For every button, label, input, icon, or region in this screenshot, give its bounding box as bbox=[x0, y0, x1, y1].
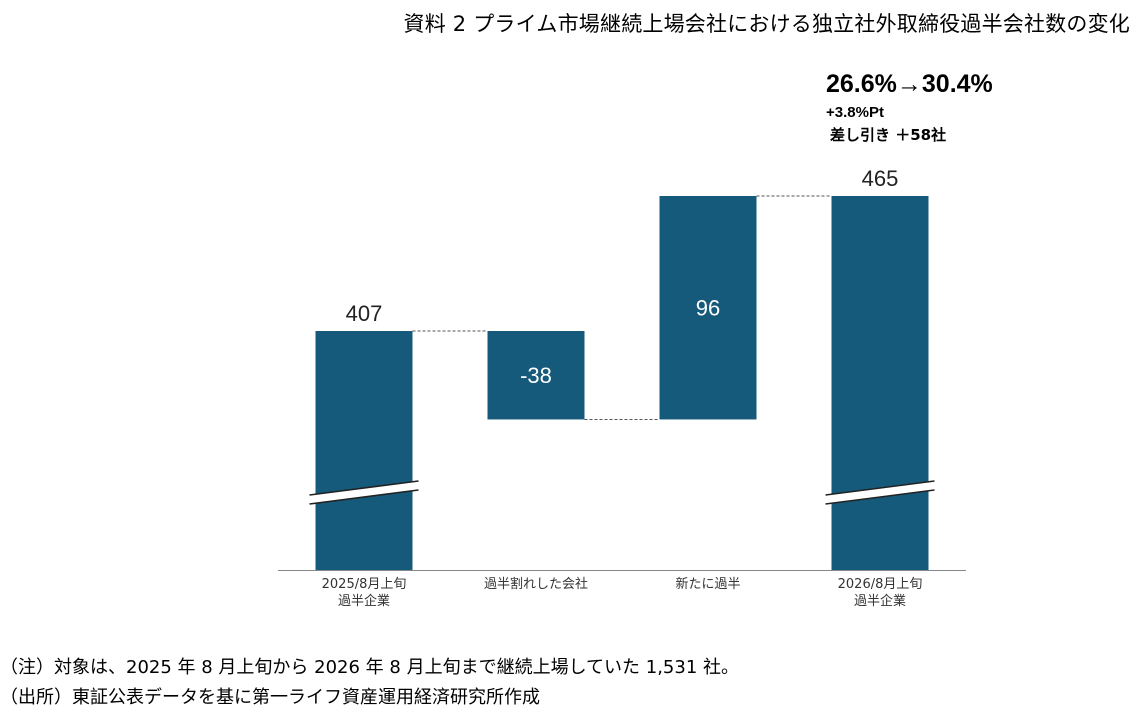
axis-break-gap bbox=[309, 481, 419, 504]
category-label: 2025/8月上旬 bbox=[322, 577, 407, 592]
data-label-3: 96 bbox=[696, 296, 720, 321]
category-label: 過半割れした会社 bbox=[484, 576, 588, 592]
axis-break-line bbox=[309, 489, 419, 505]
data-label-1: 407 bbox=[346, 301, 383, 326]
delta-annotation: +3.8%Pt bbox=[826, 104, 884, 121]
data-label-4: 465 bbox=[862, 166, 899, 191]
chart-title: 資料 2 プライム市場継続上場会社における独立社外取締役過半会社数の変化 bbox=[403, 12, 1130, 36]
axis-break-gap bbox=[825, 481, 935, 504]
axis-break-line bbox=[309, 480, 419, 496]
category-label: 新たに過半 bbox=[675, 576, 740, 592]
source-note: （出所）東証公表データを基に第一ライフ資産運用経済研究所作成 bbox=[0, 687, 540, 708]
bar-4 bbox=[831, 196, 929, 570]
ratio-annotation: 26.6%→30.4% bbox=[826, 70, 993, 98]
category-label: 過半企業 bbox=[854, 593, 906, 609]
bar-2 bbox=[487, 331, 585, 420]
category-label: 過半企業 bbox=[338, 593, 390, 609]
data-label-2: -38 bbox=[520, 363, 552, 388]
category-label: 2026/8月上旬 bbox=[838, 577, 923, 592]
net-annotation: 差し引き ＋58社 bbox=[830, 126, 947, 144]
bar-1 bbox=[315, 331, 413, 570]
axis-break-line bbox=[825, 489, 935, 505]
footnote: （注）対象は、2025 年 8 月上旬から 2026 年 8 月上旬まで継続上場… bbox=[0, 657, 740, 678]
bar-3 bbox=[659, 196, 757, 420]
axis-break-line bbox=[825, 480, 935, 496]
